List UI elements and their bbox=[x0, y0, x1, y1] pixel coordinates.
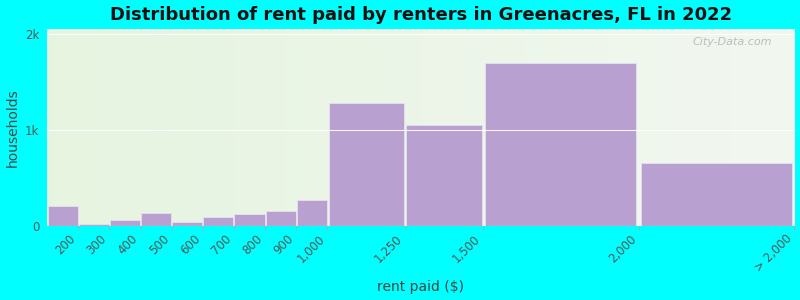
Bar bbox=[141, 213, 171, 226]
Bar bbox=[486, 63, 637, 226]
Bar bbox=[47, 206, 78, 226]
Bar bbox=[406, 125, 482, 226]
Bar bbox=[110, 220, 140, 226]
Bar bbox=[266, 211, 296, 226]
Bar bbox=[234, 214, 265, 226]
Text: City-Data.com: City-Data.com bbox=[693, 37, 772, 47]
Bar bbox=[329, 103, 404, 226]
Bar bbox=[203, 217, 234, 226]
Bar bbox=[172, 222, 202, 226]
Title: Distribution of rent paid by renters in Greenacres, FL in 2022: Distribution of rent paid by renters in … bbox=[110, 6, 732, 24]
Bar bbox=[297, 200, 327, 226]
Y-axis label: households: households bbox=[6, 88, 19, 167]
Bar bbox=[78, 224, 109, 226]
X-axis label: rent paid ($): rent paid ($) bbox=[378, 280, 464, 294]
Bar bbox=[641, 163, 792, 226]
